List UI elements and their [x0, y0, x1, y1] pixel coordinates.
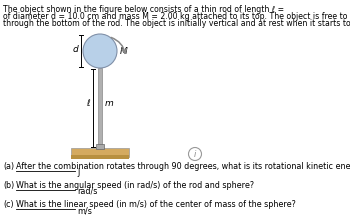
Bar — [96, 144, 104, 149]
Bar — [98, 68, 102, 148]
Text: d: d — [72, 45, 78, 54]
Text: The object shown in the figure below consists of a thin rod of length ℓ =: The object shown in the figure below con… — [3, 5, 287, 14]
Circle shape — [189, 147, 202, 161]
Text: After the combination rotates through 90 degrees, what is its rotational kinetic: After the combination rotates through 90… — [16, 162, 350, 171]
Text: i: i — [194, 150, 196, 159]
Text: M: M — [120, 47, 128, 56]
Bar — [71, 155, 129, 159]
Text: (a): (a) — [3, 162, 14, 171]
FancyArrowPatch shape — [111, 37, 126, 53]
Text: J: J — [77, 168, 79, 177]
Text: (b): (b) — [3, 181, 14, 190]
Bar — [71, 148, 129, 157]
Text: rad/s: rad/s — [77, 187, 97, 196]
Text: ℓ: ℓ — [86, 99, 90, 108]
Text: through the bottom of the rod. The object is initially vertical and at rest when: through the bottom of the rod. The objec… — [3, 19, 350, 28]
Text: m: m — [105, 99, 114, 108]
Text: m/s: m/s — [77, 206, 92, 215]
Text: (c): (c) — [3, 200, 14, 209]
Text: What is the angular speed (in rad/s) of the rod and sphere?: What is the angular speed (in rad/s) of … — [16, 181, 254, 190]
Text: of diameter d = 10.0 cm and mass M = 2.00 kg attached to its top. The object is : of diameter d = 10.0 cm and mass M = 2.0… — [3, 12, 350, 21]
Circle shape — [83, 34, 117, 68]
Text: What is the linear speed (in m/s) of the center of mass of the sphere?: What is the linear speed (in m/s) of the… — [16, 200, 296, 209]
